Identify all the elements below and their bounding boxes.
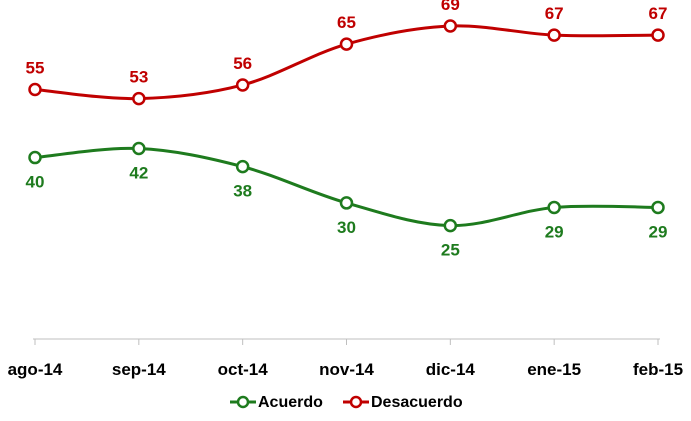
legend-item-acuerdo: Acuerdo <box>230 394 323 411</box>
data-point <box>235 78 250 92</box>
data-point <box>132 91 146 106</box>
data-point <box>132 141 146 156</box>
data-label: 67 <box>545 4 564 23</box>
data-label: 25 <box>441 241 460 260</box>
legend: Acuerdo Desacuerdo <box>230 394 463 411</box>
data-label: 29 <box>649 222 668 241</box>
x-tick-label: nov-14 <box>319 360 374 379</box>
x-tick-label: ago-14 <box>8 360 63 379</box>
data-point <box>443 19 458 33</box>
data-point <box>339 37 354 51</box>
data-point <box>651 200 665 215</box>
data-label: 42 <box>129 163 148 182</box>
legend-marker <box>349 395 363 409</box>
data-point <box>235 159 250 174</box>
data-label: 40 <box>26 173 45 192</box>
x-tick-label: dic-14 <box>426 360 476 379</box>
data-label: 53 <box>129 68 148 87</box>
series-line-acuerdo <box>34 146 659 228</box>
series-desacuerdo: 55 53 56 65 69 67 67 <box>26 0 668 106</box>
legend-marker <box>236 395 250 409</box>
data-point <box>28 150 42 165</box>
x-tick-label: sep-14 <box>112 360 166 379</box>
data-label: 30 <box>337 218 356 237</box>
data-point <box>651 28 665 42</box>
data-point <box>443 218 458 233</box>
x-axis: ago-14 sep-14 oct-14 nov-14 dic-14 ene-15 feb-… <box>8 338 683 379</box>
legend-label: Acuerdo <box>258 394 323 411</box>
series-acuerdo: 40 42 38 30 25 29 29 <box>26 141 668 260</box>
data-label: 67 <box>649 4 668 23</box>
x-tick-label: ene-15 <box>527 360 581 379</box>
data-point <box>547 200 561 215</box>
x-tick-label: oct-14 <box>218 360 269 379</box>
data-label: 56 <box>233 54 252 73</box>
data-label: 69 <box>441 0 460 14</box>
series-line-desacuerdo <box>34 24 659 101</box>
legend-label: Desacuerdo <box>371 394 463 411</box>
data-label: 29 <box>545 222 564 241</box>
data-label: 55 <box>26 59 45 78</box>
data-label: 65 <box>337 13 356 32</box>
legend-item-desacuerdo: Desacuerdo <box>343 394 463 411</box>
data-point <box>339 196 354 210</box>
data-label: 38 <box>233 182 252 201</box>
x-tick-label: feb-15 <box>633 360 683 379</box>
series-layer: 40 42 38 30 25 29 29 55 53 56 65 69 67 67 <box>26 0 668 260</box>
data-point <box>547 28 561 42</box>
data-point <box>28 82 42 97</box>
